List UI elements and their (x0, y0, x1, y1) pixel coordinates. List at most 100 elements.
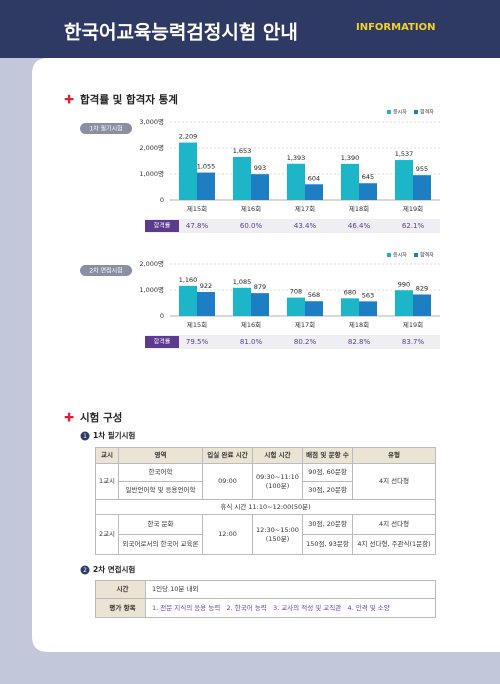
value-label: 879 (254, 283, 266, 291)
num-badge (80, 565, 90, 575)
bar (251, 293, 269, 316)
exam-table: 교시 영역 입실 완료 시간 시험 시간 배점 및 문항 수 유형 1교시 한국어학 09:0… (95, 447, 436, 555)
rate-label: 합격률 (154, 338, 171, 346)
rate-value: 79.5% (186, 338, 209, 346)
td: 09:00 (202, 463, 253, 500)
td: 09:30~11:10 (100분) (252, 463, 303, 500)
chart-label-pill (80, 265, 132, 276)
x-tick-label: 제17회 (295, 205, 315, 213)
bar (251, 174, 269, 200)
th: 배점 및 문항 수 (302, 447, 353, 464)
rate-label-box (145, 336, 179, 348)
y-tick-label: 0 (160, 312, 164, 320)
td: 2교시 (95, 514, 119, 555)
y-tick-label: 1,000명 (139, 169, 164, 178)
value-label: 1,393 (287, 154, 306, 162)
bar (341, 298, 359, 316)
td: 4지 선다형, 주관식(1문항) (352, 534, 436, 555)
bar (179, 142, 197, 200)
rate-value: 83.7% (402, 338, 425, 346)
sub-title: 1차 필기시험 (93, 430, 135, 440)
chart-label: 1차 필기시험 (89, 125, 122, 133)
x-tick-label: 제18회 (349, 321, 369, 329)
bar (359, 183, 377, 200)
td: 1인당 10분 내외 (145, 580, 436, 599)
value-label: 2,209 (179, 133, 198, 141)
value-label: 1,653 (233, 147, 252, 155)
num-badge-text: 2 (83, 567, 87, 574)
bar (233, 287, 251, 316)
rate-label: 합격률 (154, 222, 171, 230)
bar (287, 297, 305, 316)
td: 12:30~15:00 (150분) (252, 514, 303, 555)
value-label: 1,390 (341, 154, 360, 162)
bar (395, 290, 413, 316)
x-tick-label: 제16회 (241, 321, 261, 329)
td: 1. 전문 지식의 응용 능력 2. 한국어 능력 3. 교사의 적성 및 교직… (145, 598, 436, 618)
value-label: 993 (254, 164, 266, 172)
value-label: 990 (398, 280, 410, 288)
value-label: 955 (416, 165, 428, 173)
section-title: 합격률 및 합격자 통계 (80, 93, 178, 106)
item: 1. 전문 지식의 응용 능력 (152, 603, 221, 612)
td: 1교시 (95, 463, 119, 500)
rate-label-box (145, 220, 179, 232)
value-label: 829 (416, 284, 428, 292)
x-tick-label: 제17회 (295, 321, 315, 329)
item: 3. 교사의 적성 및 교직관 (272, 603, 342, 612)
td: 30점, 20문항 (302, 481, 353, 500)
bar (197, 292, 215, 316)
th: 시험 시간 (252, 447, 303, 464)
x-tick-label: 제15회 (187, 321, 207, 329)
bar (287, 163, 305, 200)
legend-label: 응시자 (393, 252, 407, 259)
bar (341, 163, 359, 200)
legend-swatch (414, 110, 418, 114)
bar (413, 175, 431, 200)
x-tick-label: 제18회 (349, 205, 369, 213)
bar (305, 184, 323, 200)
rate-band (145, 219, 440, 233)
chart-label-pill (80, 123, 132, 134)
num-badge-text: 1 (83, 433, 87, 440)
th: 영역 (118, 447, 203, 464)
bar (197, 172, 215, 200)
rate-value: 43.4% (294, 222, 317, 230)
th: 입실 완료 시간 (202, 447, 253, 464)
y-tick-label: 3,000명 (139, 117, 164, 126)
panel (32, 58, 500, 652)
rate-value: 47.8% (186, 222, 209, 230)
x-tick-label: 제16회 (241, 205, 261, 213)
title: 한국어교육능력검정시험 안내 (64, 22, 298, 44)
value-label: 922 (200, 282, 212, 290)
item: 4. 인격 및 소양 (347, 603, 390, 612)
legend-swatch (414, 253, 418, 257)
rate-value: 46.4% (348, 222, 371, 230)
y-tick-label: 2,000명 (139, 259, 164, 268)
item: 2. 한국어 능력 (226, 603, 267, 612)
th: 유형 (352, 447, 436, 464)
y-tick-label: 1,000명 (139, 285, 164, 294)
section-title: 시험 구성 (80, 411, 122, 424)
th: 교시 (95, 447, 119, 464)
x-tick-label: 제15회 (187, 205, 207, 213)
num-badge (80, 431, 90, 441)
rate-value: 80.2% (294, 338, 317, 346)
value-label: 1,160 (179, 276, 198, 284)
cross-icon: ✚ (64, 411, 74, 425)
td: 4지 선다형 (352, 463, 436, 500)
value-label: 604 (308, 174, 320, 182)
rate-value: 62.1% (402, 222, 425, 230)
value-label: 1,055 (197, 163, 216, 171)
x-tick-label: 제19회 (403, 205, 423, 213)
bar (359, 301, 377, 316)
title-tag: INFORMATION (356, 22, 435, 33)
rate-value: 60.0% (240, 222, 263, 230)
y-tick-label: 2,000명 (139, 143, 164, 152)
legend-swatch (387, 253, 391, 257)
td: 4지 선다형 (352, 514, 436, 535)
sub-title: 2차 면접시험 (93, 564, 135, 574)
chart-label: 2차 면접시험 (89, 267, 122, 275)
cross-icon: ✚ (64, 93, 74, 107)
